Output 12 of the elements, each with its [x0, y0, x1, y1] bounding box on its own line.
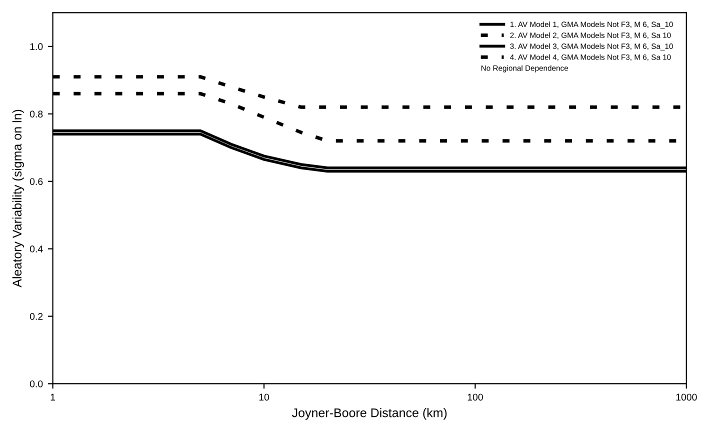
y-tick-label: 0.0 — [30, 380, 43, 388]
y-axis-title: Aleatory Variability (sigma on ln) — [12, 110, 24, 288]
x-tick-label: 100 — [468, 394, 483, 401]
y-tick-label: 0.6 — [30, 178, 43, 185]
x-axis-title: Joyner-Boore Distance (km) — [292, 408, 447, 420]
x-tick-label: 10 — [259, 394, 270, 401]
y-tick-label: 0.2 — [30, 313, 43, 320]
y-tick-label: 0.8 — [30, 110, 43, 118]
x-tick-label: 1 — [50, 394, 56, 400]
x-tick-label: 1000 — [676, 394, 697, 401]
y-tick-label: 0.4 — [30, 246, 43, 252]
y-tick-label: 1.0 — [30, 43, 43, 50]
